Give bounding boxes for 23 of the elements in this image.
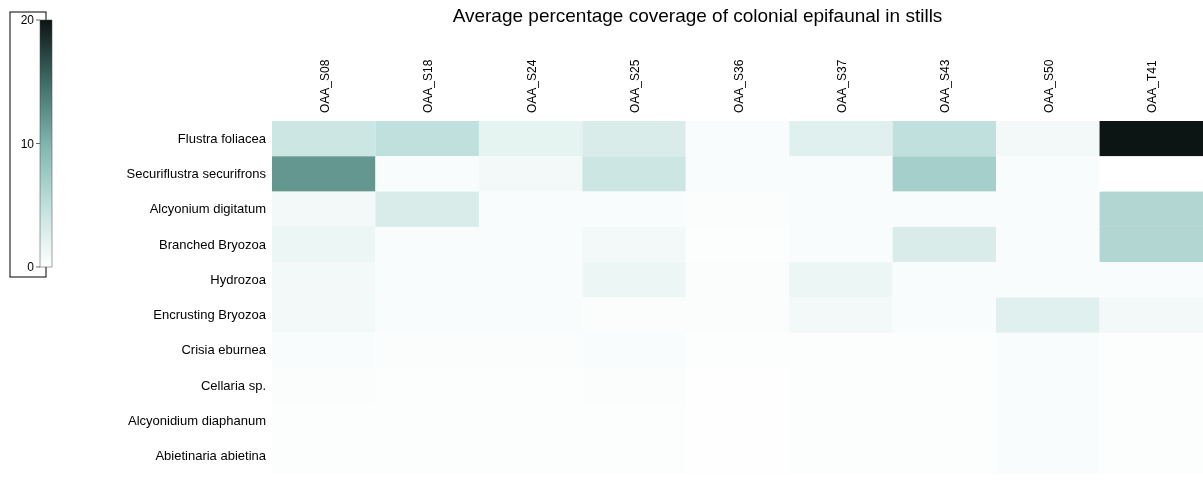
y-tick-label: Hydrozoa (210, 271, 267, 287)
y-tick-label: Alcyonium digitatum (149, 201, 266, 217)
x-tick-label: OAA_S24 (524, 59, 539, 113)
y-tick-label: Flustra foliacea (177, 130, 267, 146)
y-tick-label: Crisia eburnea (181, 342, 267, 358)
color-bar-label: 20 (20, 13, 35, 27)
x-tick-label: OAA_S18 (421, 59, 436, 113)
y-tick-label: Alcyonidium diaphanum (127, 413, 266, 429)
y-tick-label: Cellaria sp. (200, 377, 266, 393)
color-bar-label: 10 (20, 136, 35, 151)
y-tick-label: Abietinaria abietina (155, 448, 267, 464)
x-tick-label: OAA_T41 (1145, 59, 1160, 113)
chart-title: Average percentage coverage of colonial epifaunal in stills (452, 5, 943, 26)
color-bar-label: 0 (27, 260, 35, 274)
x-tick-label: OAA_S43 (938, 59, 953, 113)
x-tick-label: OAA_S25 (628, 59, 643, 113)
x-tick-label: OAA_S37 (834, 59, 849, 113)
y-tick-label: Encrusting Bryozoa (153, 307, 267, 323)
x-tick-label: OAA_S08 (317, 59, 332, 113)
y-tick-label: Branched Bryozoa (159, 236, 267, 252)
x-tick-label: OAA_S36 (731, 59, 746, 113)
x-tick-label: OAA_S50 (1041, 59, 1056, 113)
y-tick-label: Securiflustra securifrons (126, 165, 267, 181)
